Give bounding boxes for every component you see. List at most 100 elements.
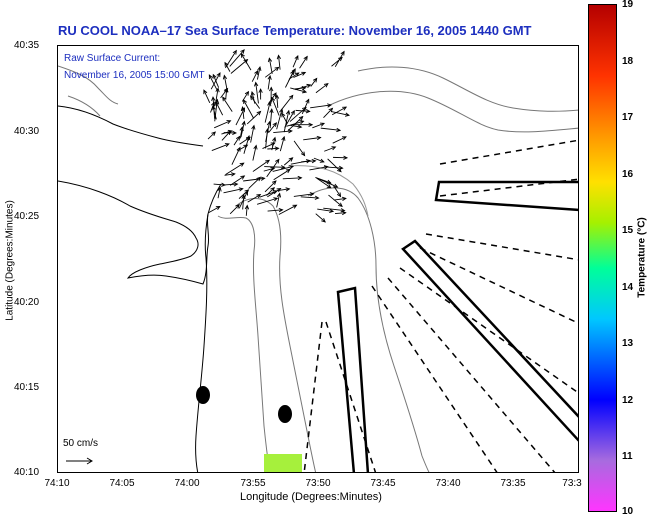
lon-tick-label: 73:55 — [240, 478, 266, 489]
lat-tick-label: 40:35 — [14, 40, 40, 51]
transect-lines — [303, 139, 578, 472]
current-vector-head — [312, 77, 318, 83]
current-vector-head — [250, 90, 255, 96]
current-vector-head — [306, 83, 312, 89]
map-title: RU COOL NOAA–17 Sea Surface Temperature:… — [58, 23, 532, 38]
current-vector — [210, 102, 215, 113]
current-vector — [246, 111, 261, 125]
current-vector-head — [240, 49, 245, 54]
current-vector — [250, 95, 261, 109]
current-vector-head — [285, 187, 291, 192]
current-vector-head — [267, 74, 272, 80]
colorbar-tick-label: 13 — [622, 338, 634, 349]
current-vector — [245, 205, 248, 216]
current-vector-head — [316, 135, 322, 141]
current-vector-head — [211, 101, 216, 107]
current-vector-head — [326, 184, 332, 189]
current-vector — [242, 195, 245, 210]
current-vector — [312, 122, 325, 129]
current-vector-head — [331, 146, 337, 151]
current-vector-head — [341, 196, 347, 201]
current-vector-head — [260, 176, 266, 181]
current-vector — [284, 110, 295, 128]
current-vector — [313, 157, 324, 163]
colorbar-title: Temperature (°C) — [636, 217, 648, 298]
current-vector — [221, 130, 232, 135]
current-vector — [315, 83, 329, 94]
current-vector — [239, 127, 243, 139]
current-vector-head — [270, 142, 276, 147]
lat-tick-label: 40:15 — [14, 382, 40, 393]
lat-tick-label: 40:25 — [14, 211, 40, 222]
current-vector — [212, 97, 216, 119]
temperature-colorbar — [588, 4, 617, 512]
current-vector-head — [217, 186, 222, 192]
current-vector — [293, 140, 305, 156]
colorbar-tick-label: 16 — [622, 168, 634, 180]
current-vector-head — [314, 195, 320, 200]
current-vector-head — [232, 130, 237, 136]
current-vector-head — [320, 122, 326, 127]
current-vector — [301, 99, 310, 115]
current-vector-head — [287, 129, 293, 134]
current-vector — [299, 56, 308, 69]
current-vector — [208, 206, 221, 214]
current-vector — [276, 193, 281, 208]
current-vector-head — [274, 146, 280, 151]
current-vector — [280, 95, 294, 111]
coastline — [58, 105, 222, 285]
current-vector-head — [274, 66, 280, 72]
current-vector-head — [221, 182, 226, 187]
current-vector-head — [238, 187, 244, 192]
lon-tick-label: 73:3 — [562, 478, 582, 489]
current-vector — [295, 109, 310, 112]
current-vector — [224, 62, 231, 72]
current-vector-head — [341, 136, 347, 141]
current-vector-head — [254, 81, 259, 87]
current-vector — [271, 97, 280, 116]
current-vector — [279, 136, 285, 152]
lon-tick-label: 74:05 — [109, 478, 135, 489]
buoy-marker — [278, 405, 292, 423]
current-vector-head — [222, 74, 228, 80]
current-vector-head — [267, 57, 273, 63]
current-vector-head — [230, 172, 236, 177]
current-vector-head — [226, 120, 232, 125]
current-vector — [256, 66, 261, 80]
current-vector-head — [321, 218, 326, 223]
current-vector-head — [301, 71, 307, 76]
current-vector — [256, 197, 278, 205]
colorbar-tick-label: 10 — [622, 506, 634, 517]
current-vector-head — [203, 89, 208, 95]
current-vector-head — [235, 135, 241, 141]
current-vector — [239, 136, 251, 145]
current-vector-head — [338, 202, 343, 208]
current-vector — [251, 70, 259, 82]
current-vector-head — [290, 109, 295, 115]
current-vector-head — [299, 120, 305, 125]
current-vector — [212, 74, 220, 88]
scale-label: 50 cm/s — [63, 438, 99, 449]
current-vector — [333, 185, 341, 197]
depth-contour — [357, 66, 578, 112]
current-vector — [269, 109, 273, 129]
lat-tick-label: 40:30 — [14, 126, 40, 137]
current-vector-head — [305, 109, 311, 114]
current-vector — [273, 169, 291, 181]
current-vector-head — [241, 120, 246, 126]
current-vector-head — [244, 204, 250, 210]
current-vector-head — [280, 165, 286, 170]
current-vector-head — [340, 50, 345, 56]
current-vector — [207, 131, 216, 140]
current-vector — [242, 107, 245, 119]
current-vector-head — [232, 49, 237, 55]
current-vector — [278, 55, 281, 70]
current-vector-head — [275, 158, 280, 164]
current-vector — [278, 204, 297, 215]
current-vector — [272, 165, 294, 172]
current-vector-head — [239, 162, 245, 167]
current-vector — [215, 101, 224, 116]
map-panel[interactable] — [57, 45, 579, 473]
current-vector-head — [265, 128, 270, 133]
current-vector — [229, 175, 245, 186]
